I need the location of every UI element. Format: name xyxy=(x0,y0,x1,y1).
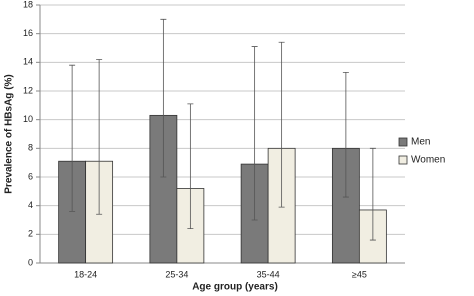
legend-swatch xyxy=(398,155,408,165)
error-bar xyxy=(96,59,103,215)
y-axis-label: Prevalence of HBsAg (%) xyxy=(4,74,15,193)
x-tick-label: 18-24 xyxy=(74,269,97,279)
error-bar xyxy=(187,103,194,229)
x-axis-label: Age group (years) xyxy=(192,282,278,293)
legend-label: Women xyxy=(411,155,445,166)
y-tick-label: 10 xyxy=(23,114,33,124)
y-tick-label: 18 xyxy=(23,0,33,9)
y-tick-label: 14 xyxy=(23,57,33,67)
error-bar xyxy=(342,71,349,198)
error-bar xyxy=(278,41,285,208)
legend-label: Men xyxy=(411,137,430,148)
legend-swatch xyxy=(398,137,408,147)
y-tick-label: 2 xyxy=(28,229,33,239)
y-tick-label: 8 xyxy=(28,143,33,153)
y-tick-label: 6 xyxy=(28,171,33,181)
error-bar xyxy=(160,18,167,178)
x-tick-label: 35-44 xyxy=(257,269,280,279)
error-bar xyxy=(369,147,376,241)
y-tick-label: 12 xyxy=(23,85,33,95)
x-tick-label: ≥45 xyxy=(352,269,367,279)
error-bar xyxy=(69,64,76,212)
y-tick-label: 16 xyxy=(23,28,33,38)
y-tick-label: 4 xyxy=(28,200,33,210)
x-tick-label: 25-34 xyxy=(165,269,188,279)
error-bar xyxy=(251,46,258,221)
y-tick-label: 0 xyxy=(28,257,33,267)
